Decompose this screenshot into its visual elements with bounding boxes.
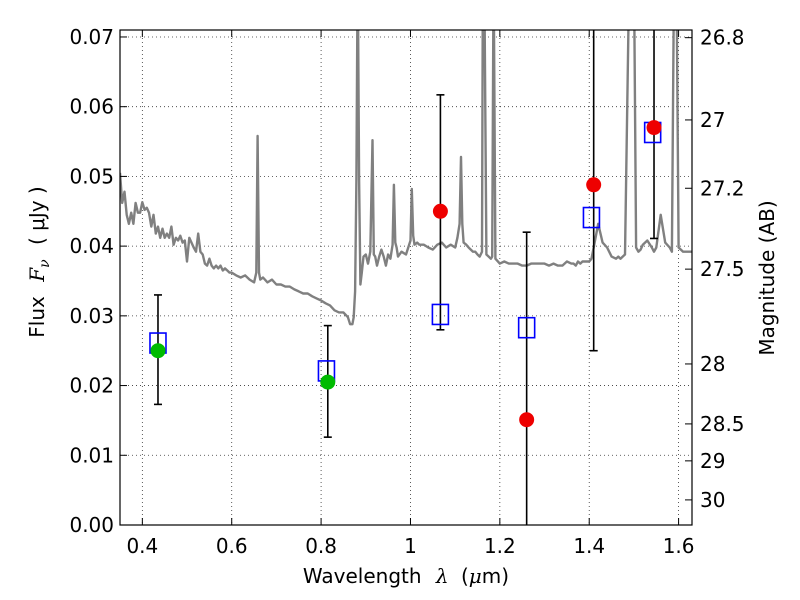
x-tick-label-6: 1.6: [663, 534, 695, 558]
y-tick-label-1: 0.01: [69, 443, 114, 467]
red-point-1: [519, 412, 535, 428]
y2-tick-label-0: 26.8: [700, 26, 745, 50]
x-tick-label-5: 1.4: [573, 534, 605, 558]
y-axis-title-symbol: F: [25, 267, 49, 283]
y-tick-label-3: 0.03: [69, 304, 114, 328]
square-marker-2: [431, 303, 450, 326]
y-axis-title: Flux Fν ( μJy ): [25, 186, 54, 337]
x-axis-title-unit-rest: m): [482, 564, 509, 588]
y-axis-title-unit: ( μJy ): [25, 186, 49, 245]
y-tick-label-6: 0.06: [69, 95, 114, 119]
x-axis-title-unit-open: (: [461, 564, 469, 588]
x-tick-label-1: 0.6: [216, 534, 248, 558]
y2-tick-label-5: 28.5: [700, 412, 745, 436]
spectrum-layer: [120, 30, 692, 326]
red-point-3: [646, 120, 662, 136]
spectrum-line: [120, 30, 692, 326]
y2-tick-label-6: 29: [700, 449, 725, 473]
x-axis-title-symbol: λ: [435, 564, 449, 588]
x-axis-title: Wavelength λ (μm): [303, 564, 509, 588]
square-marker-4: [582, 206, 601, 229]
y2-tick-label-2: 27.2: [700, 176, 745, 200]
y2-tick-label-1: 27: [700, 108, 725, 132]
y2-tick-label-7: 30: [700, 488, 725, 512]
green-point-0: [150, 343, 166, 359]
y2-tick-label-3: 27.5: [700, 257, 745, 281]
red-point-2: [586, 177, 602, 193]
y-axis-title-prefix: Flux: [25, 296, 49, 338]
x-axis-title-text: Wavelength: [303, 564, 422, 588]
y-tick-label-2: 0.02: [69, 374, 114, 398]
x-tick-label-3: 1: [404, 534, 417, 558]
y-tick-label-0: 0.00: [69, 513, 114, 537]
green-point-1: [320, 374, 336, 390]
plot-frame: [119, 29, 693, 526]
y-tick-label-5: 0.05: [69, 164, 114, 188]
y-tick-label-4: 0.04: [69, 234, 114, 258]
y-tick-label-7: 0.07: [69, 25, 114, 49]
x-tick-label-4: 1.2: [484, 534, 516, 558]
marker-layer: [149, 120, 662, 428]
red-point-0: [432, 203, 448, 219]
y-axis-title-subscript: ν: [37, 259, 53, 268]
y2-tick-label-4: 28: [700, 352, 725, 376]
plot-background: [120, 30, 692, 525]
square-marker-3: [517, 316, 536, 339]
x-tick-label-2: 0.8: [305, 534, 337, 558]
x-axis-title-unit-mu: μ: [469, 564, 482, 588]
x-tick-label-0: 0.4: [126, 534, 158, 558]
ticks: 0.4 0.6 0.8 1 1.2 1.4 1.6 0.00 0.01 0.02 0.03 0.04 0…: [69, 25, 744, 558]
y2-axis-title: Magnitude (AB): [755, 200, 779, 355]
